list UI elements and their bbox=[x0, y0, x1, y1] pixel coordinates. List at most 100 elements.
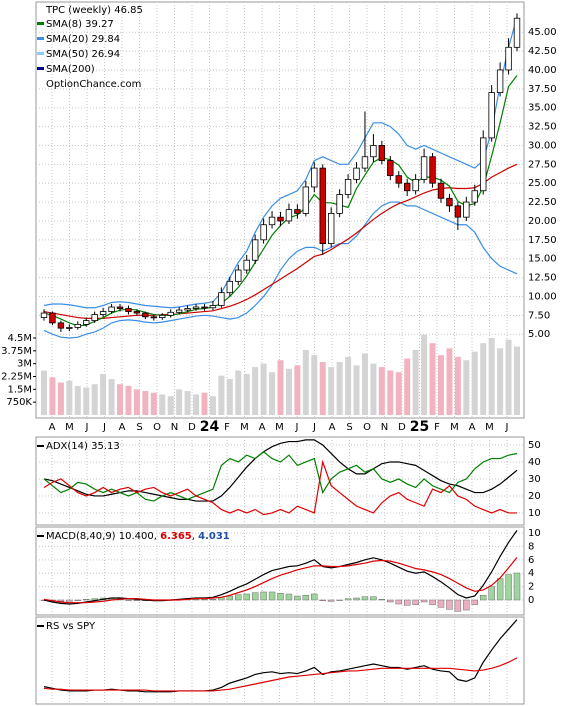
volume-bar bbox=[49, 377, 56, 415]
x-tick-label: D bbox=[398, 422, 406, 433]
candle-body bbox=[159, 314, 166, 318]
volume-bar bbox=[235, 370, 242, 415]
candle-body bbox=[260, 224, 267, 241]
y-tick-label: 4 bbox=[528, 568, 534, 579]
histogram-bar bbox=[74, 599, 81, 601]
candle-body bbox=[294, 209, 301, 214]
volume-bar bbox=[117, 384, 124, 415]
volume-bar bbox=[133, 389, 140, 415]
histogram-bar bbox=[480, 595, 487, 601]
volume-tick-label: 3M bbox=[17, 359, 32, 370]
candle-body bbox=[226, 280, 234, 294]
histogram-bar bbox=[361, 596, 369, 601]
volume-bar bbox=[497, 348, 504, 415]
volume-bar bbox=[150, 392, 157, 415]
volume-bar bbox=[277, 360, 284, 415]
candle-body bbox=[378, 145, 386, 161]
x-tick-label: N bbox=[171, 422, 178, 433]
histogram-bar bbox=[429, 599, 436, 605]
volume-tick-label: 1.5M bbox=[7, 384, 32, 395]
candle-body bbox=[353, 167, 360, 180]
candle-body bbox=[133, 311, 141, 314]
histogram-bar bbox=[463, 599, 470, 611]
panel-label-part: MACD(8,40,9) 10.400, bbox=[46, 531, 160, 542]
histogram-bar bbox=[268, 591, 276, 601]
y-tick-label: 30 bbox=[528, 474, 541, 485]
histogram-bar bbox=[446, 599, 453, 610]
x-tick-label: S bbox=[346, 422, 352, 433]
x-tick-label: F bbox=[434, 422, 440, 433]
watermark: OptionChance.com bbox=[46, 79, 141, 90]
histogram-bar bbox=[285, 593, 293, 601]
y-tick-label: 15.00 bbox=[528, 254, 557, 265]
volume-bar bbox=[454, 356, 461, 415]
candle-body bbox=[496, 69, 504, 93]
x-tick-label: F bbox=[224, 422, 230, 433]
volume-bar bbox=[319, 361, 326, 415]
histogram-bar bbox=[513, 572, 521, 601]
candle-body bbox=[344, 179, 352, 195]
volume-bar bbox=[328, 367, 335, 415]
y-tick-label: 10 bbox=[528, 508, 541, 519]
volume-bar bbox=[201, 392, 208, 415]
volume-bar bbox=[404, 358, 411, 415]
volume-tick-label: 4.5M bbox=[7, 333, 32, 344]
histogram-bar bbox=[83, 599, 90, 601]
y-tick-label: 35.00 bbox=[528, 103, 557, 114]
x-tick-label: M bbox=[240, 422, 249, 433]
histogram-bar bbox=[260, 591, 267, 601]
candle-body bbox=[142, 312, 149, 318]
x-tick-label: O bbox=[363, 422, 371, 433]
y-tick-label: 8 bbox=[528, 541, 534, 552]
candle-body bbox=[83, 320, 90, 325]
candle-body bbox=[116, 306, 124, 309]
panel-label: RS vs SPY bbox=[46, 621, 96, 632]
histogram-bar bbox=[353, 597, 360, 601]
volume-bar bbox=[108, 379, 115, 415]
candle-body bbox=[57, 322, 65, 329]
candle-body bbox=[327, 212, 335, 244]
x-tick-label: O bbox=[153, 422, 161, 433]
candle-body bbox=[513, 17, 521, 48]
candle-body bbox=[91, 314, 98, 322]
x-tick-label: 25 bbox=[410, 419, 429, 435]
histogram-bar bbox=[125, 599, 132, 601]
overlay-line bbox=[43, 201, 518, 339]
x-tick-label: A bbox=[469, 422, 476, 433]
legend-label: SMA(200) bbox=[46, 64, 95, 75]
histogram-bar bbox=[251, 592, 259, 601]
volume-bar bbox=[446, 348, 453, 415]
y-tick-label: 2 bbox=[528, 582, 534, 593]
overlay-line bbox=[43, 16, 518, 309]
candle-body bbox=[420, 156, 428, 180]
volume-bar bbox=[294, 365, 301, 415]
candle-body bbox=[243, 259, 250, 271]
volume-bar bbox=[421, 334, 428, 415]
candle-body bbox=[49, 312, 56, 324]
panel-label-swatch bbox=[37, 535, 44, 537]
histogram-bar bbox=[302, 595, 310, 601]
histogram-bar bbox=[319, 599, 326, 601]
volume-bar bbox=[66, 380, 73, 415]
volume-bar bbox=[91, 384, 98, 415]
x-tick-label: J bbox=[295, 422, 299, 433]
candle-body bbox=[209, 305, 217, 309]
rs-panel bbox=[35, 616, 525, 705]
candle-body bbox=[277, 216, 284, 222]
x-tick-label: M bbox=[485, 422, 494, 433]
candle-body bbox=[412, 179, 419, 192]
candle-body bbox=[437, 182, 445, 199]
volume-bar bbox=[260, 363, 267, 415]
volume-bar bbox=[41, 370, 47, 415]
candle-body bbox=[167, 311, 174, 316]
candle-body bbox=[150, 316, 158, 319]
volume-bar bbox=[345, 356, 352, 415]
histogram-bar bbox=[311, 593, 318, 601]
histogram-bar bbox=[412, 599, 419, 605]
y-tick-label: 20 bbox=[528, 491, 541, 502]
candle-body bbox=[488, 92, 495, 139]
indicator-line bbox=[43, 451, 518, 502]
candle-body bbox=[480, 137, 487, 192]
x-tick-label: J bbox=[85, 422, 89, 433]
indicator-line bbox=[43, 439, 518, 502]
